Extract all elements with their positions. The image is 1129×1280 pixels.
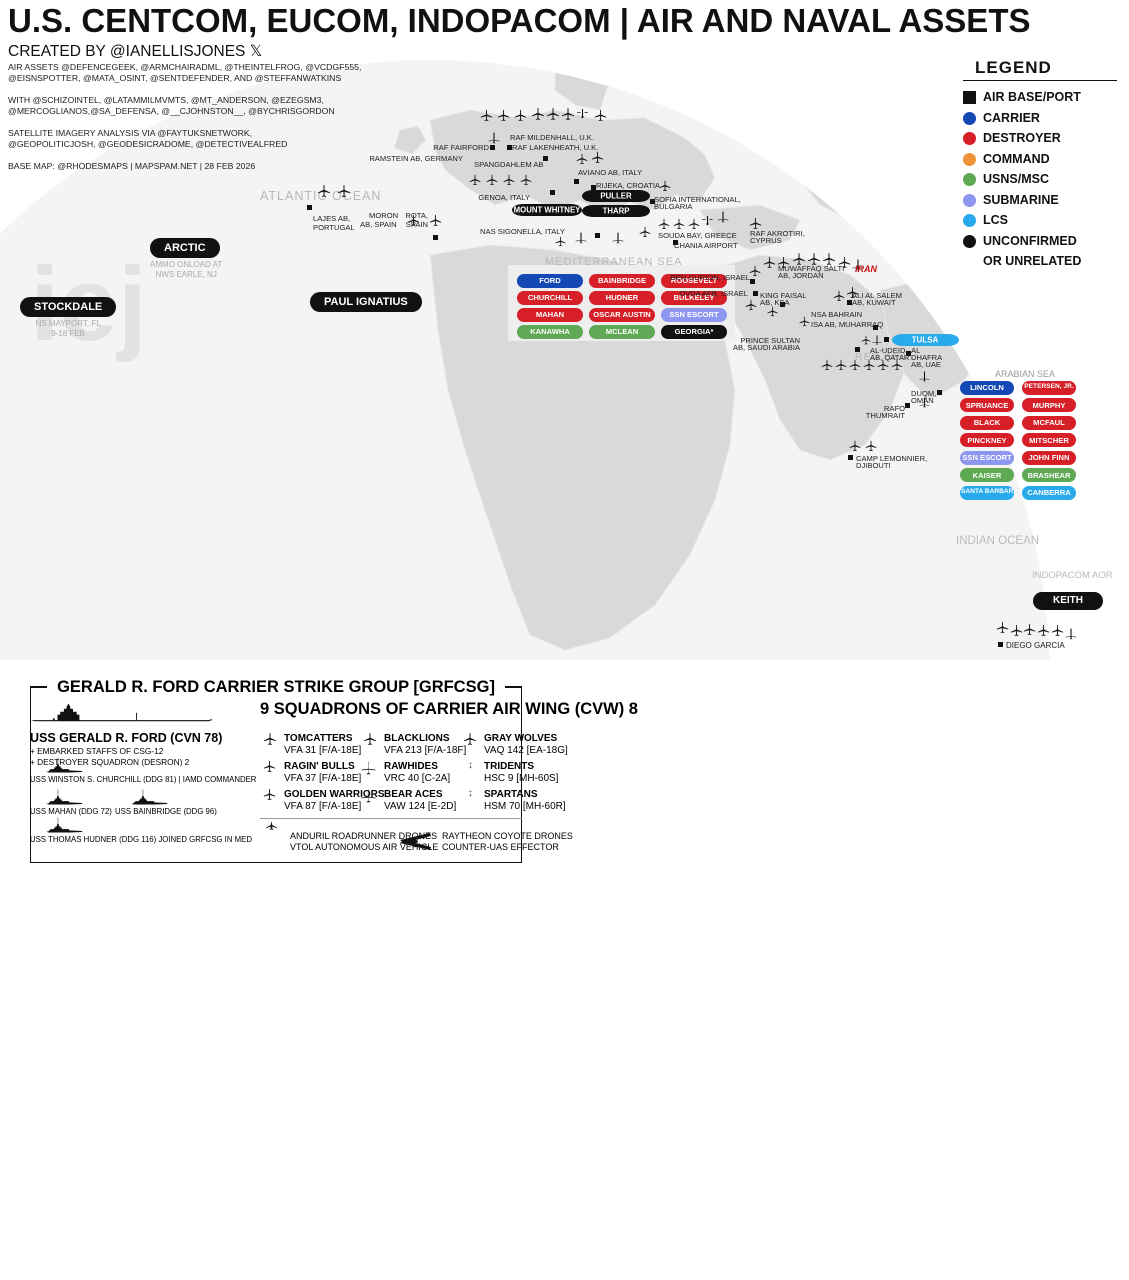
svg-text:THARP: THARP bbox=[603, 207, 630, 216]
svg-text:BEN GURION, ISRAEL: BEN GURION, ISRAEL bbox=[671, 273, 750, 282]
svg-text:AVIANO AB, ITALY: AVIANO AB, ITALY bbox=[578, 168, 642, 177]
svg-text:TULSA: TULSA bbox=[912, 336, 939, 345]
svg-text:SPANGDAHLEM AB: SPANGDAHLEM AB bbox=[474, 160, 544, 169]
svg-text:DJIBOUTI: DJIBOUTI bbox=[856, 461, 891, 470]
svg-text:MORON: MORON bbox=[369, 211, 398, 220]
svg-text:THUMRAIT: THUMRAIT bbox=[866, 411, 906, 420]
svg-text:LAJES AB,: LAJES AB, bbox=[313, 214, 350, 223]
svg-text:SOUDA BAY, GREECE: SOUDA BAY, GREECE bbox=[658, 231, 737, 240]
svg-text:MOUNT WHITNEY: MOUNT WHITNEY bbox=[514, 206, 581, 215]
svg-text:AB, KSA: AB, KSA bbox=[760, 298, 790, 307]
svg-text:ISA AB, MUHARRAQ: ISA AB, MUHARRAQ bbox=[811, 320, 883, 329]
svg-text:DIEGO GARCIA: DIEGO GARCIA bbox=[1006, 641, 1065, 650]
svg-text:ROTA,: ROTA, bbox=[405, 211, 428, 220]
svg-text:ARABIAN SEA: ARABIAN SEA bbox=[995, 369, 1055, 379]
svg-text:NSA BAHRAIN: NSA BAHRAIN bbox=[811, 310, 862, 319]
svg-text:CYPRUS: CYPRUS bbox=[750, 236, 782, 245]
svg-text:PORTUGAL: PORTUGAL bbox=[313, 223, 355, 232]
svg-text:INDOPACOM AOR: INDOPACOM AOR bbox=[1032, 570, 1113, 581]
svg-text:CHANIA AIRPORT: CHANIA AIRPORT bbox=[674, 241, 738, 250]
svg-text:BULGARIA: BULGARIA bbox=[654, 202, 693, 211]
svg-text:AB, SPAIN: AB, SPAIN bbox=[360, 220, 397, 229]
svg-text:RIJEKA, CROATIA: RIJEKA, CROATIA bbox=[596, 181, 661, 190]
svg-text:SPAIN: SPAIN bbox=[406, 220, 428, 229]
svg-text:IRAN: IRAN bbox=[855, 264, 877, 274]
svg-text:PULLER: PULLER bbox=[600, 192, 632, 201]
svg-text:GENOA, ITALY: GENOA, ITALY bbox=[478, 193, 530, 202]
svg-text:NAS SIGONELLA, ITALY: NAS SIGONELLA, ITALY bbox=[480, 227, 565, 236]
svg-text:AB, UAE: AB, UAE bbox=[911, 360, 941, 369]
svg-text:RAF MILDENHALL, U.K.: RAF MILDENHALL, U.K. bbox=[510, 133, 594, 142]
svg-text:AB, SAUDI ARABIA: AB, SAUDI ARABIA bbox=[733, 343, 801, 352]
svg-text:AB, KUWAIT: AB, KUWAIT bbox=[852, 298, 896, 307]
svg-text:INDIAN OCEAN: INDIAN OCEAN bbox=[956, 535, 1039, 547]
svg-text:AB, JORDAN: AB, JORDAN bbox=[778, 271, 824, 280]
svg-text:AB, QATAR: AB, QATAR bbox=[870, 353, 910, 362]
svg-text:OMAN: OMAN bbox=[911, 396, 934, 405]
svg-text:RAF LAKENHEATH, U.K.: RAF LAKENHEATH, U.K. bbox=[512, 143, 598, 152]
svg-text:OVDA AFB, ISRAEL: OVDA AFB, ISRAEL bbox=[679, 289, 748, 298]
